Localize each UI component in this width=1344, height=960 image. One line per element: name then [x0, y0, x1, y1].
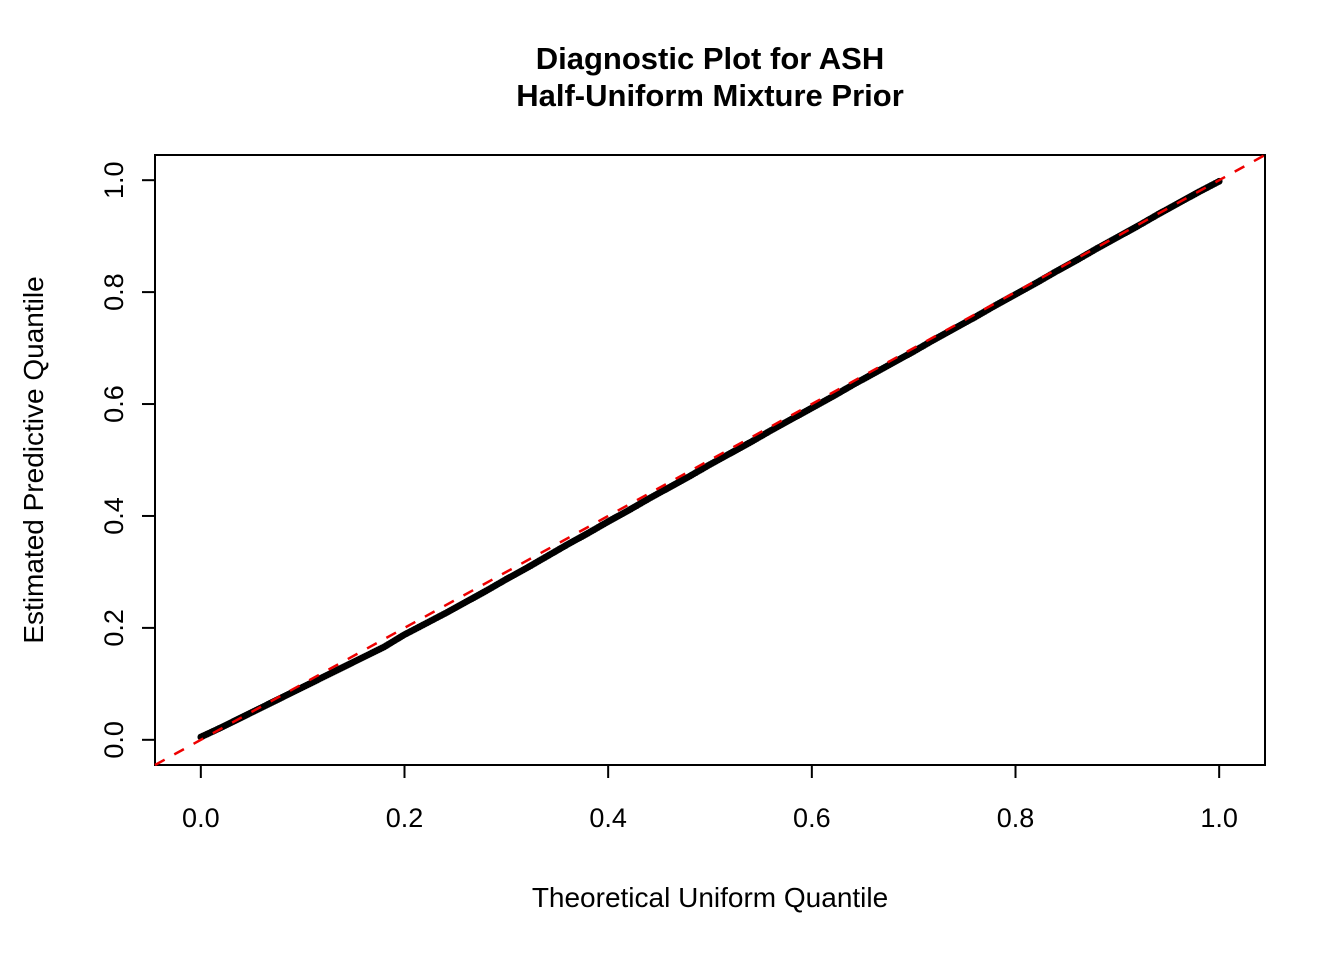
y-tick-label: 0.6 [99, 385, 129, 423]
x-tick-label: 1.0 [1200, 803, 1238, 833]
x-tick-label: 0.6 [793, 803, 831, 833]
plot-title-line1: Diagnostic Plot for ASH [535, 41, 885, 76]
plot-box [154, 154, 1266, 766]
y-tick-label: 0.2 [99, 609, 129, 647]
x-tick-label: 0.2 [386, 803, 424, 833]
y-tick-label: 0.8 [99, 273, 129, 311]
x-tick-label: 0.0 [182, 803, 220, 833]
y-tick-label: 1.0 [99, 161, 129, 199]
y-tick-label: 0.0 [99, 721, 129, 759]
x-axis-label: Theoretical Uniform Quantile [531, 882, 889, 913]
plot-title-line2: Half-Uniform Mixture Prior [516, 78, 904, 113]
x-tick-label: 0.8 [997, 803, 1035, 833]
x-tick-label: 0.4 [589, 803, 627, 833]
y-tick-label: 0.4 [99, 497, 129, 535]
y-axis-label: Estimated Predictive Quantile [18, 276, 49, 644]
plot-title: Diagnostic Plot for ASH Half-Uniform Mix… [155, 40, 1265, 114]
